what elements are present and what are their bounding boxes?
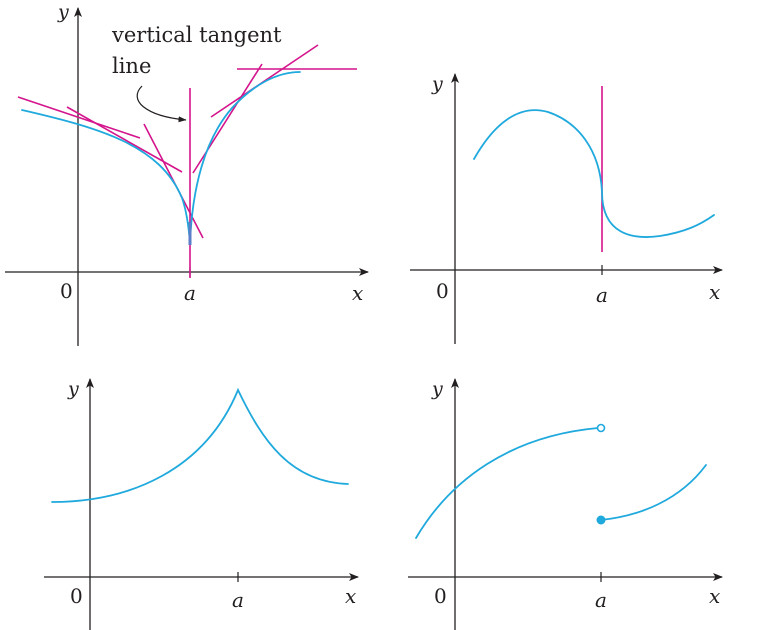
a-label: a [596,283,608,307]
annotation-line-2: line [112,54,151,78]
x-axis-label: x [345,584,356,608]
origin-label: 0 [434,584,447,608]
panel-top-left: y x 0 a vertical tangent line [5,1,369,346]
tangent-line [17,96,141,139]
a-label: a [595,588,607,612]
tangent-lines [17,44,357,278]
x-axis-label: x [709,280,720,304]
curve-right-branch [189,71,301,245]
annotation-arrow [136,85,187,123]
y-axis-label: y [431,378,443,400]
panel-top-right: y x 0 a [410,73,723,344]
open-endpoint [596,423,606,433]
a-label: a [232,588,244,612]
y-axis-label: y [57,1,69,23]
curve-left-branch [21,109,191,245]
a-label: a [184,281,196,305]
origin-label: 0 [436,279,449,303]
origin-label: 0 [70,584,83,608]
curve-left-piece [415,427,599,539]
curve-corner [51,387,349,503]
panel-bottom-left: y x 0 a [44,378,359,630]
curve [473,109,715,238]
annotation-line-1: vertical tangent [111,23,282,47]
closed-endpoint [596,515,606,525]
y-axis-label: y [431,73,443,95]
x-axis-label: x [352,281,363,305]
y-axis-label: y [67,378,79,400]
panel-bottom-right: y x 0 a [408,378,723,630]
curve-right-piece [600,464,707,521]
x-axis-label: x [709,584,720,608]
tangent-line [192,63,263,174]
origin-label: 0 [60,279,73,303]
